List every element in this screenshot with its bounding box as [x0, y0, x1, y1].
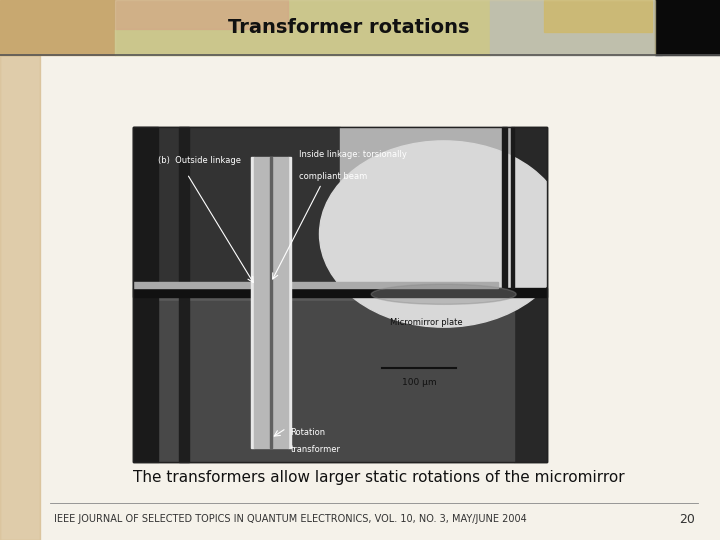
- Bar: [490, 0, 662, 55]
- Bar: [510, 127, 514, 288]
- Text: Inside linkage: torsionally: Inside linkage: torsionally: [299, 150, 407, 159]
- Bar: [179, 127, 189, 462]
- Bar: [115, 0, 490, 55]
- Bar: [251, 157, 254, 448]
- Bar: [269, 157, 272, 448]
- Bar: [544, 0, 652, 32]
- Text: transformer: transformer: [290, 445, 341, 454]
- Text: (b)  Outside linkage: (b) Outside linkage: [158, 156, 241, 165]
- Bar: [503, 127, 508, 288]
- Text: 100 μm: 100 μm: [402, 378, 436, 387]
- Bar: [340, 127, 514, 288]
- Bar: [133, 127, 547, 462]
- Text: Transformer rotations: Transformer rotations: [228, 18, 470, 37]
- Text: compliant beam: compliant beam: [299, 172, 367, 181]
- Bar: [133, 282, 498, 288]
- Bar: [115, 0, 288, 29]
- Bar: [0, 55, 40, 540]
- Ellipse shape: [372, 284, 516, 305]
- Bar: [514, 127, 547, 462]
- Bar: [133, 127, 547, 462]
- Bar: [133, 127, 340, 288]
- Text: 20: 20: [679, 513, 695, 526]
- Bar: [133, 288, 547, 298]
- Bar: [0, 0, 115, 55]
- Circle shape: [320, 141, 568, 327]
- Bar: [655, 0, 720, 55]
- Text: IEEE JOURNAL OF SELECTED TOPICS IN QUANTUM ELECTRONICS, VOL. 10, NO. 3, MAY/JUNE: IEEE JOURNAL OF SELECTED TOPICS IN QUANT…: [54, 515, 527, 524]
- Text: The transformers allow larger static rotations of the micromirror: The transformers allow larger static rot…: [133, 470, 625, 485]
- Text: Micromirror plate: Micromirror plate: [390, 318, 462, 327]
- Bar: [287, 157, 290, 448]
- Bar: [115, 0, 655, 55]
- Text: Rotation: Rotation: [290, 428, 325, 437]
- Bar: [133, 127, 158, 462]
- Bar: [254, 157, 287, 448]
- Bar: [158, 301, 514, 462]
